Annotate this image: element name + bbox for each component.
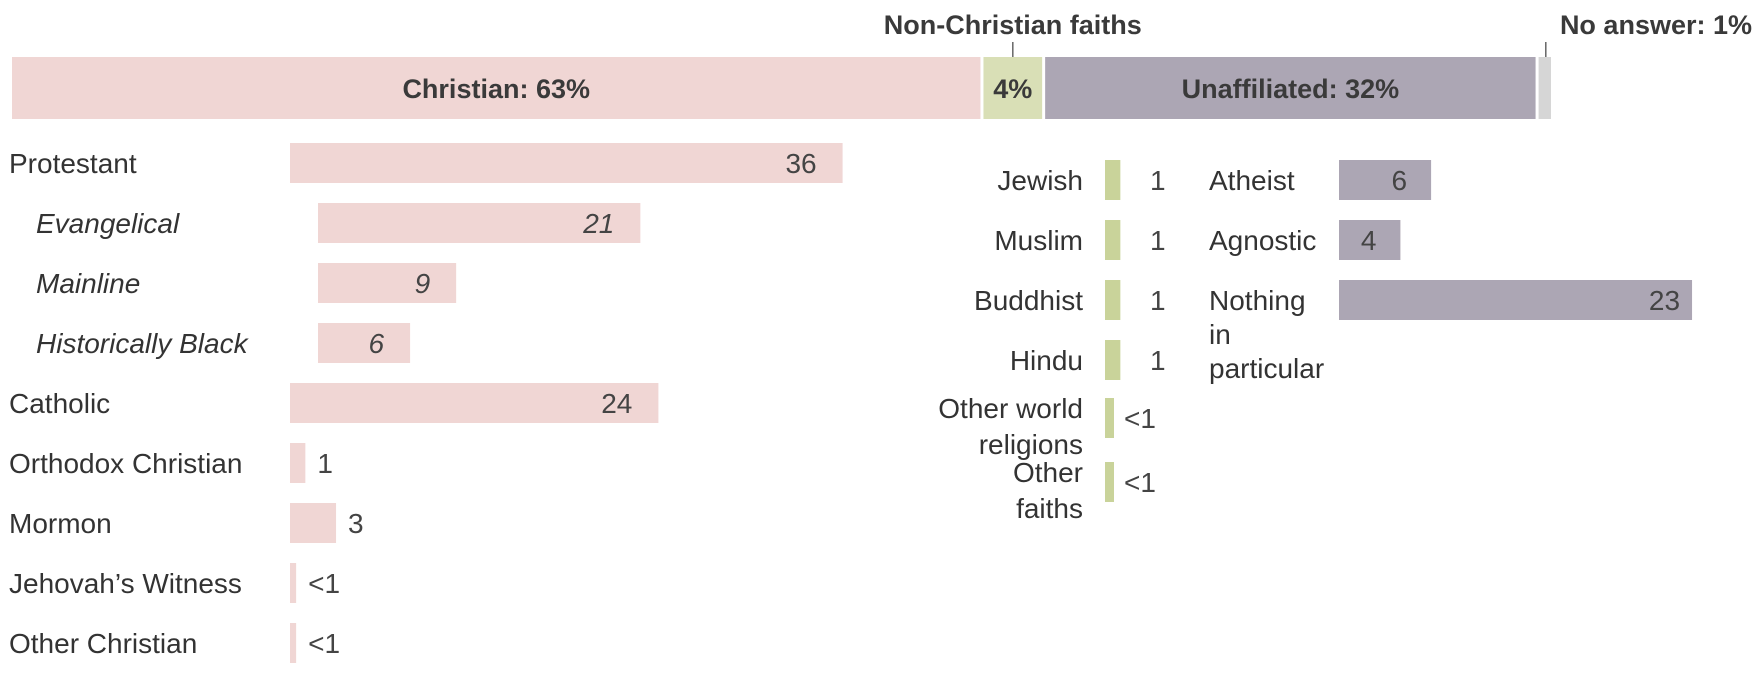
- bar-muslim: [1105, 220, 1121, 260]
- summary-label-unaffiliated: Unaffiliated: 32%: [1182, 74, 1400, 104]
- value-label-nothing-in-particular: 23: [1649, 285, 1680, 316]
- value-label-jehovah-s-witness: <1: [308, 568, 340, 599]
- bar-other-faiths: [1105, 462, 1114, 502]
- summary-segment-unaffiliated: [1045, 57, 1536, 119]
- summary-segment-no-answer: [1538, 57, 1551, 119]
- bar-buddhist: [1105, 280, 1121, 320]
- bar-nothing-in-particular: [1339, 280, 1693, 320]
- value-label-other-world-religions: <1: [1124, 403, 1156, 434]
- value-label-other-christian: <1: [308, 628, 340, 659]
- value-label-muslim: 1: [1150, 225, 1166, 256]
- value-label-atheist: 6: [1392, 165, 1408, 196]
- category-label-orthodox-christian: Orthodox Christian: [9, 448, 242, 479]
- category-label-line: religions: [979, 429, 1083, 460]
- bar-other-world-religions: [1105, 398, 1114, 438]
- bar-other-christian: [290, 623, 297, 663]
- value-label-buddhist: 1: [1150, 285, 1166, 316]
- value-label-orthodox-christian: 1: [317, 448, 333, 479]
- category-label-nothing-in-particular: Nothing in particular: [1209, 285, 1324, 384]
- value-label-historically-black: 6: [369, 328, 385, 359]
- summary-segment-non-christian-faiths: [983, 57, 1043, 119]
- category-label-mormon: Mormon: [9, 508, 112, 539]
- category-label-line: Other: [1013, 457, 1083, 488]
- category-label-buddhist: Buddhist: [974, 285, 1083, 316]
- non-christian-callout: Non-Christian faiths: [884, 10, 1142, 40]
- bar-mormon: [290, 503, 337, 543]
- bar-catholic: [290, 383, 659, 423]
- category-label-mainline: Mainline: [36, 268, 140, 299]
- summary-segment-christian: [12, 57, 981, 119]
- category-label-line: faiths: [1016, 493, 1083, 524]
- bar-orthodox-christian: [290, 443, 306, 483]
- value-label-catholic: 24: [601, 388, 632, 419]
- category-label-jehovah-s-witness: Jehovah’s Witness: [9, 568, 242, 599]
- unaffiliated-breakdown: Atheist 6 Agnostic 4 Nothing in particular 23: [1209, 160, 1693, 384]
- no-answer-callout: No answer: 1%: [1560, 10, 1752, 40]
- value-label-mainline: 9: [415, 268, 431, 299]
- value-label-jewish: 1: [1150, 165, 1166, 196]
- category-label-other-world-religions: Other world religions: [938, 393, 1083, 460]
- category-label-jewish: Jewish: [997, 165, 1083, 196]
- category-label-atheist: Atheist: [1209, 165, 1295, 196]
- value-label-hindu: 1: [1150, 345, 1166, 376]
- non-christian-breakdown: Jewish 1 Muslim 1 Buddhist 1 Hindu 1 Other world…: [938, 160, 1166, 524]
- bar-jehovah-s-witness: [290, 563, 297, 603]
- bar-historically-black: [318, 323, 411, 363]
- value-label-agnostic: 4: [1361, 225, 1377, 256]
- bar-protestant: [290, 143, 843, 183]
- bar-jewish: [1105, 160, 1121, 200]
- category-label-muslim: Muslim: [994, 225, 1083, 256]
- category-label-line: Nothing: [1209, 285, 1306, 316]
- bar-evangelical: [318, 203, 641, 243]
- category-label-other-christian: Other Christian: [9, 628, 197, 659]
- category-label-other-faiths: Other faiths: [1013, 457, 1083, 524]
- value-label-evangelical: 21: [582, 208, 614, 239]
- bar-hindu: [1105, 340, 1121, 380]
- value-label-other-faiths: <1: [1124, 467, 1156, 498]
- category-label-protestant: Protestant: [9, 148, 137, 179]
- category-label-catholic: Catholic: [9, 388, 110, 419]
- summary-label-non-christian-faiths: 4%: [993, 74, 1032, 104]
- summary-label-christian: Christian: 63%: [402, 74, 590, 104]
- bar-agnostic: [1339, 220, 1401, 260]
- category-label-line: in: [1209, 319, 1231, 350]
- category-label-line: particular: [1209, 353, 1324, 384]
- summary-bar: Christian: 63% 4% Unaffiliated: 32% Non-Chr…: [12, 10, 1752, 119]
- bar-atheist: [1339, 160, 1432, 200]
- category-label-agnostic: Agnostic: [1209, 225, 1316, 256]
- value-label-protestant: 36: [785, 148, 816, 179]
- bar-mainline: [318, 263, 457, 303]
- category-label-hindu: Hindu: [1010, 345, 1083, 376]
- category-label-evangelical: Evangelical: [36, 208, 180, 239]
- category-label-historically-black: Historically Black: [36, 328, 250, 359]
- value-label-mormon: 3: [348, 508, 364, 539]
- category-label-line: Other world: [938, 393, 1083, 424]
